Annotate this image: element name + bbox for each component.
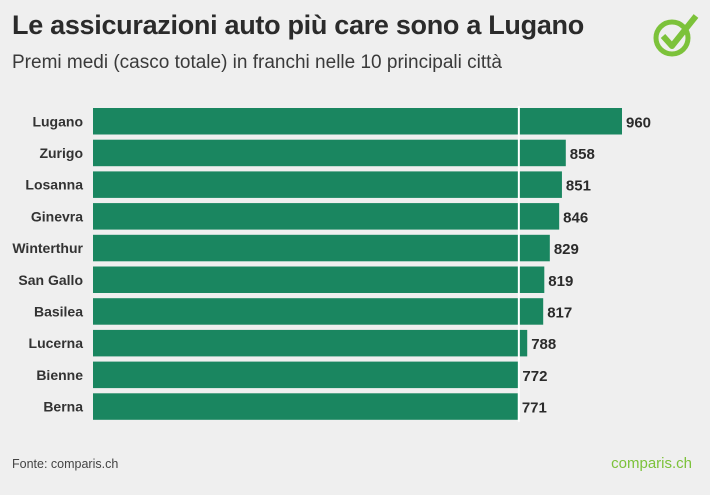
value-label: 846 [563, 209, 588, 226]
value-label: 819 [548, 273, 573, 290]
bar [93, 329, 528, 357]
value-label: 829 [554, 241, 579, 258]
bar [93, 203, 560, 230]
bar [93, 171, 562, 198]
chart-title: Le assicurazioni auto più care sono a Lu… [12, 10, 584, 40]
category-label: Ginevra [31, 208, 83, 224]
category-label: Winterthur [12, 240, 83, 256]
value-label: 817 [547, 304, 572, 321]
value-label: 788 [531, 336, 556, 353]
bar [93, 108, 622, 135]
category-label: Bienne [36, 367, 83, 383]
category-label: Lucerna [29, 335, 84, 351]
category-label: Berna [43, 399, 83, 415]
comparis-check-icon [653, 14, 699, 57]
category-label: Losanna [25, 177, 83, 193]
value-label: 858 [570, 146, 595, 163]
value-label: 772 [522, 368, 547, 385]
brand-logo: comparis.ch [611, 455, 692, 472]
chart-subtitle: Premi medi (casco totale) in franchi nel… [12, 52, 502, 73]
bar [93, 139, 566, 167]
bar [93, 361, 519, 389]
category-label: San Gallo [18, 272, 83, 288]
bar [93, 393, 518, 420]
category-label: Zurigo [39, 145, 83, 161]
category-label: Lugano [32, 113, 83, 129]
bar [93, 266, 545, 293]
category-label: Basilea [34, 303, 83, 319]
value-label: 960 [626, 114, 651, 131]
bar [93, 234, 550, 262]
value-label: 771 [522, 400, 547, 417]
value-label: 851 [566, 178, 591, 195]
bar [93, 298, 544, 325]
source-note: Fonte: comparis.ch [12, 457, 119, 471]
